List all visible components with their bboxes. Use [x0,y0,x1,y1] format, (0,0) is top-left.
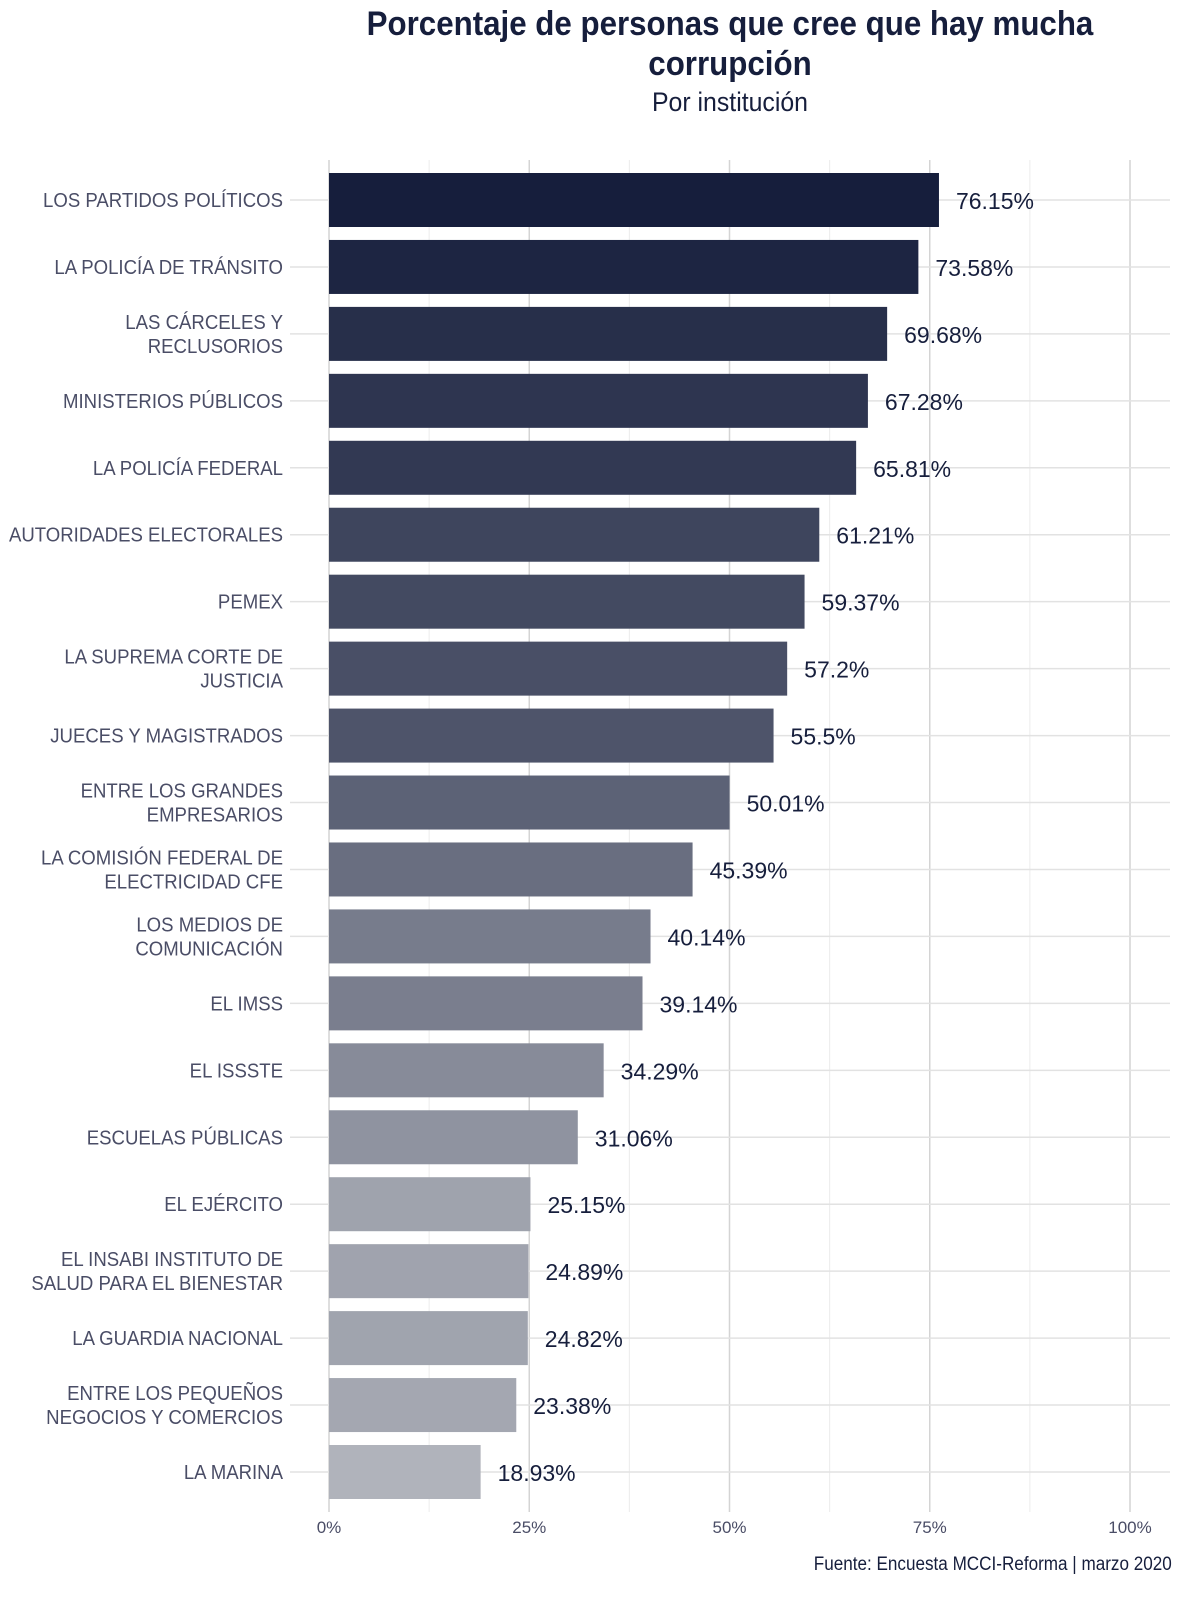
data-label: 65.81% [873,456,951,482]
chart-subtitle: Por institución [651,87,809,117]
bar [329,1244,529,1299]
data-label: 31.06% [595,1125,673,1151]
category-label: LA GUARDIA NACIONAL [72,1329,283,1351]
category-label: MINISTERIOS PÚBLICOS [63,389,283,413]
bar [329,909,651,964]
data-label: 67.28% [885,389,963,415]
category-label: LOS MEDIOS DE [136,915,283,937]
category-label: LOS PARTIDOS POLÍTICOS [43,188,283,212]
bar [329,1177,531,1232]
data-label: 23.38% [533,1393,611,1419]
category-label: EL EJÉRCITO [164,1193,283,1217]
category-label: EMPRESARIOS [147,805,283,827]
bar [329,306,888,361]
category-label: LA MARINA [184,1462,283,1484]
bar [329,173,939,227]
x-tick-label: 100% [1108,1518,1151,1537]
data-label: 45.39% [710,857,788,883]
source-caption: Fuente: Encuesta MCCI-Reforma | marzo 20… [813,1554,1172,1575]
data-label: 55.5% [791,724,856,750]
bar [329,239,919,294]
category-label: ELECTRICIDAD CFE [104,872,283,894]
data-label: 69.68% [904,322,982,348]
chart-title: Porcentaje de personas que cree que hay … [366,5,1094,83]
bar [329,507,820,562]
bar [329,641,788,696]
data-label: 18.93% [498,1460,576,1486]
category-label: NEGOCIOS Y COMERCIOS [46,1407,283,1429]
category-label: LA COMISIÓN FEDERAL DE [41,846,283,870]
x-tick-label: 0% [317,1518,342,1537]
category-label: SALUD PARA EL BIENESTAR [31,1274,283,1296]
bar [329,842,693,897]
data-label: 24.89% [545,1259,623,1285]
data-label: 34.29% [621,1058,699,1084]
category-label: EL INSABI INSTITUTO DE [61,1250,283,1272]
data-label: 25.15% [547,1192,625,1218]
data-label: 24.82% [545,1326,623,1352]
category-label: LAS CÁRCELES Y [125,310,283,334]
category-label: PEMEX [218,592,283,614]
category-label: EL IMSS [210,994,283,1016]
data-label: 73.58% [935,255,1013,281]
category-label: LA POLICÍA FEDERAL [93,456,283,480]
bar [329,708,774,763]
category-label: ESCUELAS PÚBLICAS [87,1126,283,1150]
data-label: 76.15% [956,188,1034,214]
category-label: JUSTICIA [200,671,283,693]
data-label: 50.01% [747,791,825,817]
bar [329,1043,604,1098]
bar [329,373,868,428]
category-label: COMUNICACIÓN [135,937,283,961]
bar [329,976,643,1031]
category-label: ENTRE LOS GRANDES [81,781,283,803]
category-label: LA POLICÍA DE TRÁNSITO [54,255,283,279]
data-label: 57.2% [804,657,869,683]
data-label: 39.14% [660,991,738,1017]
category-label: RECLUSORIOS [148,336,283,358]
category-label: EL ISSSTE [190,1061,283,1083]
x-tick-label: 25% [512,1518,546,1537]
category-label: LA SUPREMA CORTE DE [64,647,283,669]
bar [329,775,730,830]
bar [329,440,857,495]
bar [329,1311,528,1366]
category-label: AUTORIDADES ELECTORALES [9,525,283,547]
bar [329,1378,517,1433]
bar [329,574,805,629]
category-label: ENTRE LOS PEQUEÑOS [67,1380,283,1405]
category-label: JUECES Y MAGISTRADOS [50,726,283,748]
data-label: 61.21% [836,523,914,549]
bar [329,1110,578,1165]
data-label: 59.37% [822,590,900,616]
data-label: 40.14% [668,924,746,950]
x-tick-label: 75% [913,1518,947,1537]
x-tick-label: 50% [712,1518,746,1537]
bar [329,1445,481,1499]
